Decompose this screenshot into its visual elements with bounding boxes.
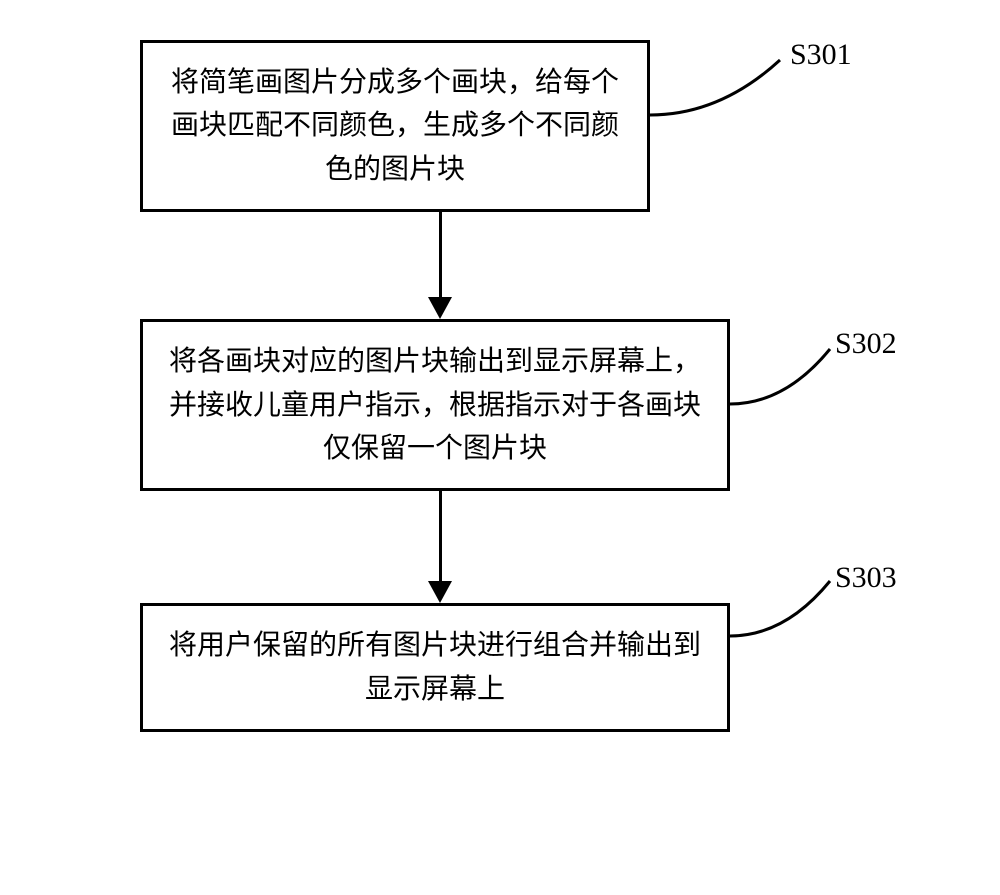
connector-1 bbox=[428, 212, 452, 319]
arrow-1 bbox=[428, 297, 452, 319]
step-row-2: 将各画块对应的图片块输出到显示屏幕上，并接收儿童用户指示，根据指示对于各画块仅保… bbox=[140, 319, 820, 491]
step-label-2: S302 bbox=[835, 327, 897, 361]
connector-line-2 bbox=[439, 491, 442, 581]
leader-line-1 bbox=[650, 60, 830, 140]
step-row-1: 将简笔画图片分成多个画块，给每个画块匹配不同颜色，生成多个不同颜色的图片块 S3… bbox=[140, 40, 820, 212]
connector-line-1 bbox=[439, 212, 442, 297]
step-box-2: 将各画块对应的图片块输出到显示屏幕上，并接收儿童用户指示，根据指示对于各画块仅保… bbox=[140, 319, 730, 491]
step-text-3: 将用户保留的所有图片块进行组合并输出到显示屏幕上 bbox=[169, 630, 701, 704]
step-box-3: 将用户保留的所有图片块进行组合并输出到显示屏幕上 bbox=[140, 603, 730, 732]
leader-line-2 bbox=[730, 349, 880, 429]
step-text-1: 将简笔画图片分成多个画块，给每个画块匹配不同颜色，生成多个不同颜色的图片块 bbox=[171, 67, 619, 185]
step-label-1: S301 bbox=[790, 38, 852, 72]
step-label-3: S303 bbox=[835, 561, 897, 595]
step-row-3: 将用户保留的所有图片块进行组合并输出到显示屏幕上 S303 bbox=[140, 603, 820, 732]
connector-2 bbox=[428, 491, 452, 603]
step-box-1: 将简笔画图片分成多个画块，给每个画块匹配不同颜色，生成多个不同颜色的图片块 bbox=[140, 40, 650, 212]
arrow-2 bbox=[428, 581, 452, 603]
step-text-2: 将各画块对应的图片块输出到显示屏幕上，并接收儿童用户指示，根据指示对于各画块仅保… bbox=[169, 346, 701, 464]
flowchart-container: 将简笔画图片分成多个画块，给每个画块匹配不同颜色，生成多个不同颜色的图片块 S3… bbox=[140, 40, 820, 732]
